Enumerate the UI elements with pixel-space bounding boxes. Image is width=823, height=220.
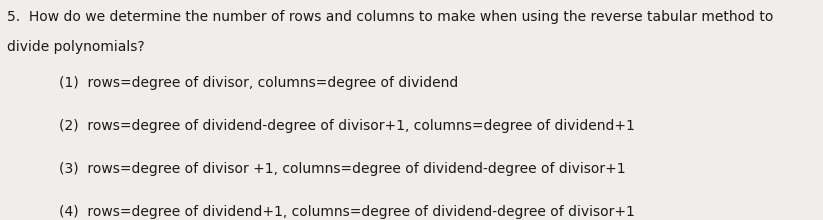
Text: divide polynomials?: divide polynomials? bbox=[7, 40, 144, 54]
Text: (4)  rows=degree of dividend+1, columns=degree of dividend-degree of divisor+1: (4) rows=degree of dividend+1, columns=d… bbox=[59, 205, 635, 219]
Text: (1)  rows=degree of divisor, columns=degree of dividend: (1) rows=degree of divisor, columns=degr… bbox=[59, 76, 458, 90]
Text: (3)  rows=degree of divisor +1, columns=degree of dividend-degree of divisor+1: (3) rows=degree of divisor +1, columns=d… bbox=[59, 162, 625, 176]
Text: 5.  How do we determine the number of rows and columns to make when using the re: 5. How do we determine the number of row… bbox=[7, 10, 773, 24]
Text: (2)  rows=degree of dividend-degree of divisor+1, columns=degree of dividend+1: (2) rows=degree of dividend-degree of di… bbox=[59, 119, 635, 133]
